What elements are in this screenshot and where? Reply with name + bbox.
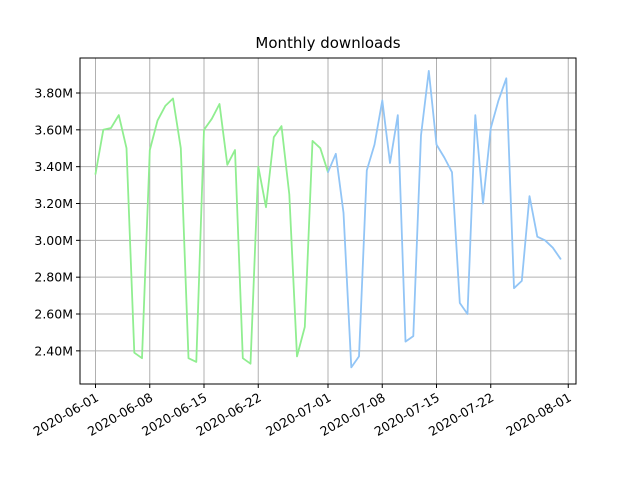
y-axis-ticks: 2.40M 2.60M 2.80M 3.00M 3.20M 3.40M 3.60M 3.80M (34, 85, 80, 358)
series-line-1 (94, 97, 329, 365)
series-line-2 (327, 70, 562, 369)
chart-title: Monthly downloads (255, 34, 400, 52)
y-tick-label: 2.80M (34, 270, 73, 285)
y-tick-label: 3.80M (34, 85, 73, 100)
y-tick-label: 2.40M (34, 343, 73, 358)
y-tick-label: 3.00M (34, 233, 73, 248)
y-tick-label: 2.60M (34, 307, 73, 322)
series-lines (94, 70, 562, 369)
y-tick-label: 3.60M (34, 122, 73, 137)
grid (80, 58, 576, 384)
y-tick-label: 3.20M (34, 196, 73, 211)
y-tick-label: 3.40M (34, 159, 73, 174)
